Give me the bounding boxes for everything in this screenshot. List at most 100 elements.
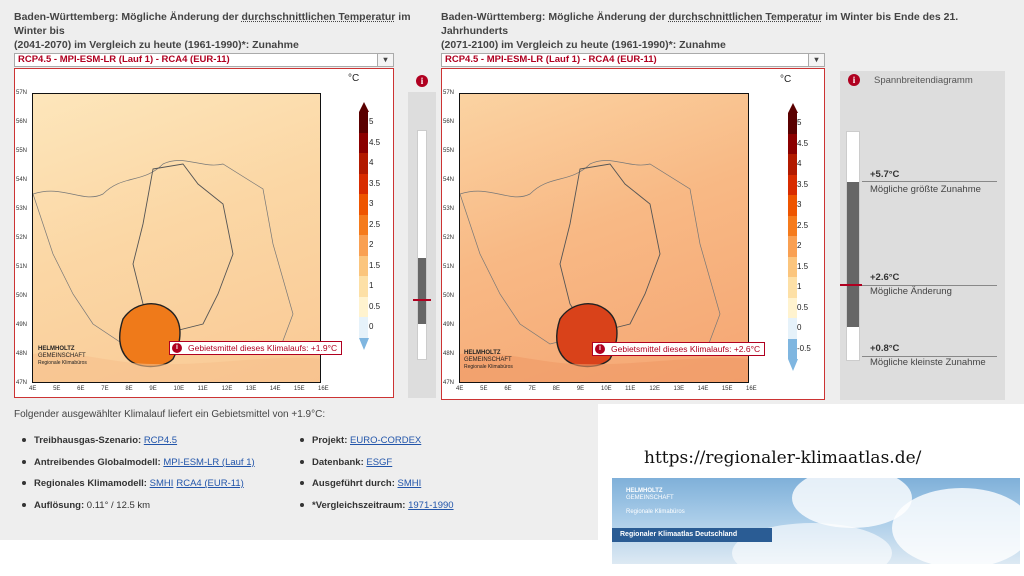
latitude-label: 48N [443, 351, 455, 357]
detail-scenario: Treibhausgas-Szenario: RCP4.5 [22, 435, 177, 446]
latitude-label: 57N [16, 90, 28, 96]
detail-database: Datenbank: ESGF [300, 457, 392, 468]
alps-shading [33, 353, 320, 382]
colorbar-segment [788, 113, 797, 134]
chevron-down-icon[interactable]: ▾ [808, 54, 824, 66]
colorbar-segment [788, 236, 797, 257]
project-link[interactable]: EURO-CORDEX [350, 435, 422, 446]
spann-max-line [862, 181, 997, 182]
colorbar-segment [788, 133, 797, 154]
latitude-label: 55N [16, 148, 28, 154]
detail-executed: Ausgeführt durch: SMHI [300, 478, 421, 489]
colorbar-segment [788, 277, 797, 298]
right-title-link[interactable]: durchschnittlichen Temperatur [668, 11, 823, 23]
database-link[interactable]: ESGF [366, 457, 393, 468]
left-title-link[interactable]: durchschnittlichen Temperatur [241, 11, 396, 23]
right-title-line2: (2071-2100) im Vergleich zu heute (1961-… [441, 39, 726, 51]
banner-title-bar: Regionaler Klimaatlas Deutschland [612, 528, 772, 542]
longitude-label: 4E [29, 386, 37, 392]
latitude-label: 50N [16, 293, 28, 299]
spann-header: i Spannbreitendiagramm [840, 71, 1005, 90]
colorbar-label: 2 [797, 241, 802, 251]
executed-link[interactable]: SMHI [397, 478, 422, 489]
spann-max-label: Mögliche größte Zunahme [870, 184, 981, 195]
colorbar-label: 0.5 [369, 301, 381, 311]
right-temperature-map[interactable] [459, 93, 749, 383]
colorbar-segment [359, 132, 368, 153]
longitude-label: 7E [528, 386, 536, 392]
gcm-link[interactable]: MPI-ESM-LR (Lauf 1) [163, 457, 255, 468]
left-title: Baden-Württemberg: Mögliche Änderung der… [14, 10, 434, 52]
colorbar-segment [788, 318, 797, 339]
right-mean-tooltip: i Gebietsmittel dieses Klimalaufs: +2.6°C [592, 342, 766, 356]
alps-shading [460, 353, 748, 382]
colorbar-segment [359, 296, 368, 317]
colorbar-label: 4.5 [797, 138, 809, 148]
right-map-svg [460, 160, 748, 382]
longitude-label: 15E [721, 386, 733, 392]
spann-info-icon[interactable]: i [848, 74, 860, 86]
spann-min-value: +0.8°C [870, 343, 900, 354]
colorbar-segment [359, 214, 368, 235]
latitude-label: 53N [443, 206, 455, 212]
website-url[interactable]: https://regionaler-klimaatlas.de/ [644, 448, 922, 468]
latitude-label: 51N [16, 264, 28, 270]
left-info-icon[interactable]: i [416, 75, 428, 87]
colorbar-segment [788, 256, 797, 277]
left-temperature-map[interactable] [32, 93, 321, 383]
longitude-label: 12E [221, 386, 233, 392]
baden-wuerttemberg-region[interactable] [556, 303, 618, 368]
right-title-prefix: Baden-Württemberg: Mögliche Änderung der [441, 11, 669, 23]
latitude-label: 54N [443, 177, 455, 183]
colorbar-segment [359, 317, 368, 338]
right-model-select[interactable]: RCP4.5 - MPI-ESM-LR (Lauf 1) - RCA4 (EUR… [441, 53, 825, 67]
colorbar-label: 2 [369, 240, 374, 250]
left-model-select[interactable]: RCP4.5 - MPI-ESM-LR (Lauf 1) - RCA4 (EUR… [14, 53, 394, 67]
baden-wuerttemberg-region[interactable] [119, 303, 181, 368]
rcm-institute-link[interactable]: SMHI [149, 478, 174, 489]
colorbar-segment [788, 338, 797, 359]
longitude-label: 5E [53, 386, 61, 392]
spann-mid-label: Mögliche Änderung [870, 286, 952, 297]
colorbar-segment [359, 173, 368, 194]
spann-range-bar [847, 182, 859, 327]
colorbar-label: -0.5 [797, 343, 811, 353]
spann-mid-value: +2.6°C [870, 272, 900, 283]
longitude-label: 12E [649, 386, 661, 392]
colorbar-segment [359, 276, 368, 297]
longitude-label: 9E [149, 386, 157, 392]
latitude-label: 57N [443, 90, 455, 96]
longitude-label: 5E [480, 386, 488, 392]
spann-title: Spannbreitendiagramm [874, 75, 973, 86]
colorbar-label: 5 [369, 117, 374, 127]
cloud [892, 488, 1020, 564]
longitude-label: 11E [197, 386, 208, 392]
left-colorbar-unit: °C [348, 73, 360, 84]
colorbar-label: 4 [797, 159, 802, 169]
longitude-label: 15E [293, 386, 305, 392]
left-range-marker [413, 299, 431, 301]
colorbar-label: 2.5 [797, 220, 809, 230]
latitude-label: 47N [443, 380, 455, 386]
colorbar-label: 1.5 [797, 261, 809, 271]
reference-link[interactable]: 1971-1990 [408, 500, 454, 511]
left-title-prefix: Baden-Württemberg: Mögliche Änderung der [14, 11, 242, 23]
scenario-link[interactable]: RCP4.5 [143, 435, 178, 446]
detail-reference: *Vergleichszeitraum: 1971-1990 [300, 500, 454, 511]
chevron-down-icon[interactable]: ▾ [377, 54, 393, 66]
longitude-label: 11E [625, 386, 636, 392]
right-title-suffix: im Winter bis Ende des 21. Jahrhunderts [441, 11, 959, 37]
latitude-label: 56N [16, 119, 28, 125]
longitude-label: 8E [552, 386, 560, 392]
latitude-label: 52N [16, 235, 28, 241]
spann-mid-line [862, 285, 997, 286]
rcm-model-link[interactable]: RCA4 (EUR-11) [176, 478, 244, 489]
klimaatlas-banner[interactable]: HELMHOLTZ GEMEINSCHAFT Regionale Klimabüro… [612, 478, 1020, 564]
cloud [792, 478, 912, 528]
colorbar-label: 2.5 [369, 219, 381, 229]
colorbar-label: 0 [797, 323, 802, 333]
left-mean-tooltip: i Gebietsmittel dieses Klimalaufs: +1.9°C [169, 341, 343, 355]
colorbar-segment [359, 194, 368, 215]
detail-resolution: Auflösung: 0.11° / 12.5 km [22, 500, 150, 511]
longitude-label: 9E [576, 386, 585, 392]
